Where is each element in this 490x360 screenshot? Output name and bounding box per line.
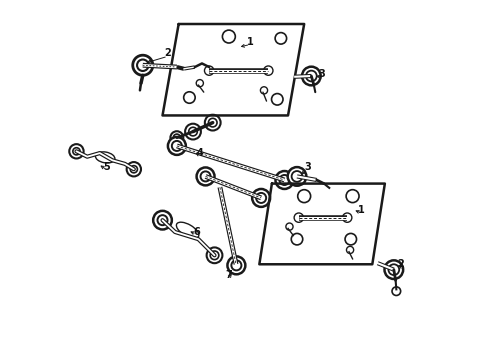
Text: 3: 3 [318, 69, 325, 79]
Circle shape [392, 287, 401, 296]
Circle shape [126, 162, 141, 176]
Circle shape [260, 87, 268, 94]
Circle shape [288, 167, 306, 186]
Circle shape [294, 213, 303, 222]
Circle shape [275, 171, 294, 189]
Text: 4: 4 [197, 148, 203, 158]
Circle shape [346, 246, 354, 253]
Circle shape [153, 211, 172, 229]
Text: 1: 1 [247, 37, 254, 47]
Text: 3: 3 [304, 162, 311, 172]
Text: 2: 2 [165, 48, 172, 58]
Circle shape [385, 260, 403, 279]
Circle shape [264, 66, 273, 75]
Circle shape [69, 144, 84, 158]
Circle shape [343, 213, 352, 222]
Circle shape [205, 115, 220, 131]
Circle shape [204, 66, 214, 75]
Circle shape [168, 137, 186, 155]
Circle shape [252, 189, 270, 207]
Circle shape [227, 256, 245, 274]
Circle shape [286, 223, 293, 230]
Text: 5: 5 [103, 162, 110, 172]
Circle shape [185, 124, 201, 139]
Circle shape [207, 247, 222, 263]
Text: 1: 1 [358, 206, 365, 216]
Circle shape [196, 80, 203, 87]
Circle shape [196, 167, 215, 185]
Text: 2: 2 [397, 259, 404, 269]
Text: 6: 6 [193, 227, 200, 237]
Circle shape [302, 67, 320, 85]
Circle shape [171, 131, 183, 144]
Text: 7: 7 [225, 270, 232, 280]
Circle shape [133, 55, 153, 75]
